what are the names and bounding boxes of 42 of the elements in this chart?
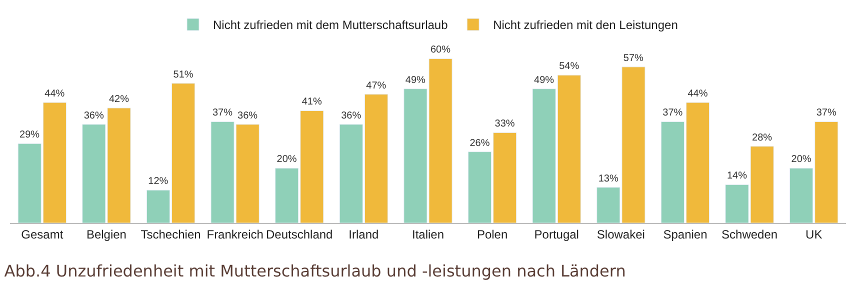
data-label: 26%: [470, 138, 490, 149]
data-label: 37%: [816, 108, 836, 119]
data-label: 36%: [84, 110, 104, 122]
data-label: 36%: [341, 110, 362, 122]
data-label: 49%: [405, 74, 426, 86]
data-label: 20%: [791, 154, 812, 166]
x-tick-label: Gesamt: [21, 227, 64, 242]
x-tick-label: Polen: [476, 227, 508, 242]
x-tick-label: Belgien: [86, 227, 126, 242]
data-label: 54%: [559, 61, 580, 72]
x-tick-label: Schweden: [722, 227, 778, 242]
data-label: 51%: [173, 69, 194, 80]
x-tick-label: Deutschland: [266, 227, 333, 242]
data-label: 37%: [662, 108, 683, 119]
x-tick-label: UK: [806, 227, 822, 242]
data-label: 36%: [238, 110, 258, 122]
data-label: 12%: [148, 176, 168, 188]
data-label: 42%: [108, 94, 130, 105]
data-label: 57%: [623, 52, 644, 64]
text: Abb.4 Unzufriedenheit mit Mutterschaftsurlaub und -leistungen nach Ländern: [4, 261, 626, 280]
data-label: 37%: [212, 108, 233, 119]
data-label: 20%: [276, 154, 297, 166]
legend-label: Nicht zufrieden mit den Leistungen: [493, 18, 678, 32]
data-label: 49%: [534, 74, 554, 86]
x-tick-label: Tschechien: [140, 227, 201, 242]
x-tick-label: Irland: [348, 227, 379, 242]
data-label: 44%: [688, 88, 708, 100]
x-tick-label: Slowakei: [596, 227, 645, 242]
data-label: 28%: [752, 132, 772, 144]
x-tick-label: Frankreich: [206, 227, 264, 242]
data-label: 44%: [44, 88, 65, 100]
legend-label: Nicht zufrieden mit dem Mutterschaftsurlaub: [213, 18, 448, 32]
data-label: 47%: [366, 80, 386, 92]
x-tick-label: Portugal: [534, 227, 579, 242]
x-tick-label: Spanien: [663, 227, 708, 242]
data-label: 29%: [20, 130, 40, 141]
data-label: 60%: [430, 44, 451, 56]
data-label: 14%: [726, 170, 748, 182]
data-label: 33%: [494, 118, 515, 130]
data-label: 13%: [598, 173, 618, 184]
data-label: 41%: [302, 96, 322, 108]
x-tick-label: Italien: [412, 227, 444, 242]
